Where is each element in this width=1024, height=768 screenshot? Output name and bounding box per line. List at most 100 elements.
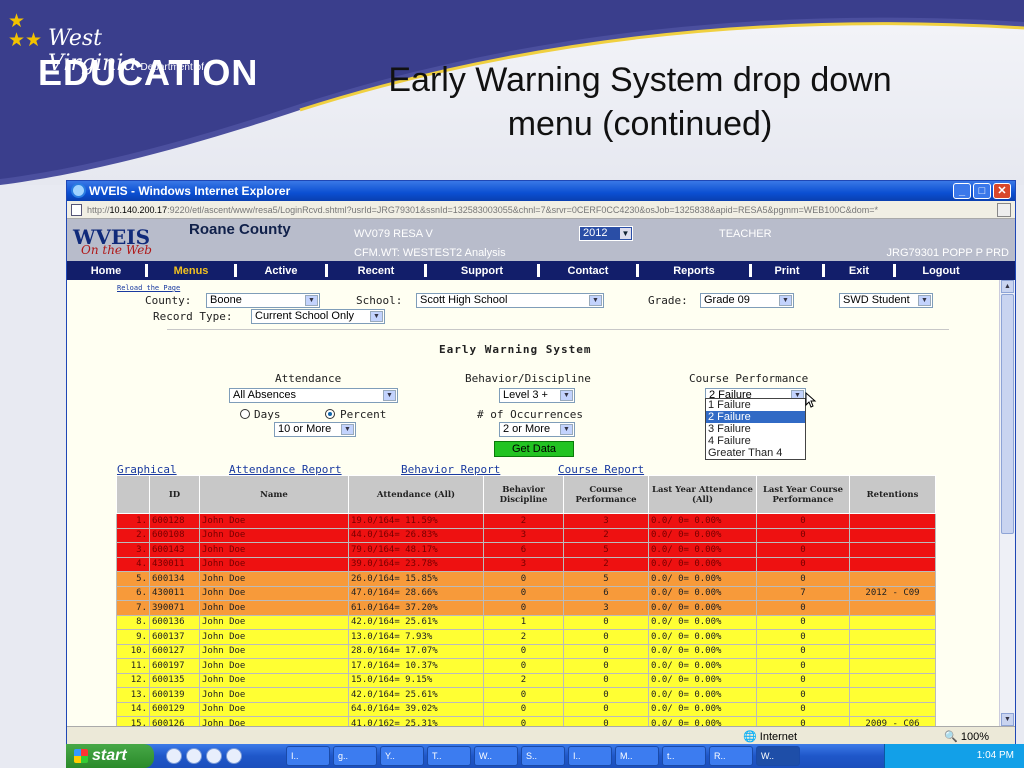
quick-launch-icon[interactable]	[166, 748, 182, 764]
nav-item-home[interactable]: Home	[90, 264, 122, 277]
course-report-link[interactable]: Course Report	[558, 463, 645, 476]
nav-item-logout[interactable]: Logout	[922, 264, 960, 277]
table-row[interactable]: 5. 600134 John Doe 26.0/164= 15.85% 0 5 0.0/ 0…	[116, 571, 936, 587]
attendance-select[interactable]: All Absences ▼	[229, 388, 398, 403]
table-row[interactable]: 7. 390071 John Doe 61.0/164= 37.20% 0 3 0.0/ 0…	[116, 600, 936, 616]
wveis-logo[interactable]: WVEIS On the Web	[73, 225, 152, 257]
behavior-select[interactable]: Level 3 + ▼	[499, 388, 575, 403]
cell-ly-course: 0	[756, 701, 850, 717]
year-select[interactable]: 2012 ▼	[579, 226, 633, 241]
address-bar[interactable]: http://10.140.200.17:9220/etl/ascent/www…	[67, 201, 1015, 219]
table-row[interactable]: 14. 600129 John Doe 64.0/164= 39.02% 0 0 0.0/ …	[116, 701, 936, 717]
col-header-retentions[interactable]: Retentions	[849, 475, 936, 514]
nav-item-reports[interactable]: Reports	[673, 264, 715, 277]
cell-course: 6	[563, 585, 649, 601]
graphical-link[interactable]: Graphical	[117, 463, 177, 476]
mouse-cursor-icon	[805, 392, 817, 408]
behavior-report-link[interactable]: Behavior Report	[401, 463, 501, 476]
attendance-report-link[interactable]: Attendance Report	[229, 463, 342, 476]
county-select[interactable]: Boone ▼	[206, 293, 320, 308]
window-titlebar[interactable]: WVEIS - Windows Internet Explorer _ □ ✕	[67, 181, 1015, 201]
taskbar-task[interactable]: T..	[427, 746, 471, 766]
nav-item-active[interactable]: Active	[264, 264, 298, 277]
school-select[interactable]: Scott High School ▼	[416, 293, 604, 308]
col-header-id[interactable]: ID	[149, 475, 200, 514]
scroll-down-icon[interactable]: ▼	[1001, 713, 1014, 726]
cell-course: 5	[563, 542, 649, 558]
table-row[interactable]: 13. 600139 John Doe 42.0/164= 25.61% 0 0 0.0/ …	[116, 687, 936, 703]
table-row[interactable]: 15. 600126 John Doe 41.0/162= 25.31% 0 0 0.0/ …	[116, 716, 936, 726]
table-row[interactable]: 1. 600128 John Doe 19.0/164= 11.59% 2 3 0.0/ 0…	[116, 513, 936, 529]
minimize-button[interactable]: _	[953, 183, 971, 199]
grade-select[interactable]: Grade 09 ▼	[700, 293, 794, 308]
cell-att: 79.0/164= 48.17%	[348, 542, 484, 558]
scroll-up-icon[interactable]: ▲	[1001, 280, 1014, 293]
security-zone: 🌐 Internet	[743, 731, 798, 743]
table-row[interactable]: 9. 600137 John Doe 13.0/164= 7.93% 2 0 0.0/ 0=…	[116, 629, 936, 645]
percent-radio[interactable]	[325, 409, 335, 419]
taskbar-task[interactable]: R..	[709, 746, 753, 766]
dropdown-option[interactable]: 2 Failure	[706, 411, 805, 423]
vertical-scrollbar[interactable]: ▲ ▼	[999, 280, 1015, 726]
close-button[interactable]: ✕	[993, 183, 1011, 199]
zoom-level[interactable]: 🔍 100%	[944, 731, 989, 743]
col-header-attendance[interactable]: Attendance (All)	[348, 475, 484, 514]
col-header-ly-attendance[interactable]: Last Year Attendance (All)	[648, 475, 757, 514]
table-row[interactable]: 12. 600135 John Doe 15.0/164= 9.15% 2 0 0.0/ 0…	[116, 672, 936, 688]
cell-ly-att: 0.0/ 0= 0.00%	[648, 571, 757, 587]
quick-launch-icon[interactable]	[186, 748, 202, 764]
taskbar-task[interactable]: I..	[568, 746, 612, 766]
dropdown-option[interactable]: Greater Than 4	[708, 447, 783, 459]
days-radio[interactable]	[240, 409, 250, 419]
table-row[interactable]: 6. 430011 John Doe 47.0/164= 28.66% 0 6 0.0/ 0…	[116, 585, 936, 601]
swd-select[interactable]: SWD Student ▼	[839, 293, 933, 308]
col-header-behavior[interactable]: Behavior Discipline	[483, 475, 564, 514]
go-icon[interactable]	[997, 203, 1011, 217]
nav-item-recent[interactable]: Recent	[357, 264, 395, 277]
occurrences-select[interactable]: 2 or More ▼	[499, 422, 575, 437]
col-header-ly-course[interactable]: Last Year Course Performance	[756, 475, 850, 514]
taskbar-task[interactable]: M..	[615, 746, 659, 766]
course-performance-label: Course Performance	[689, 372, 809, 385]
table-row[interactable]: 8. 600136 John Doe 42.0/164= 25.61% 1 0 0.0/ 0…	[116, 614, 936, 630]
dropdown-option[interactable]: 1 Failure	[708, 399, 751, 411]
cell-ly-att: 0.0/ 0= 0.00%	[648, 527, 757, 543]
table-row[interactable]: 10. 600127 John Doe 28.0/164= 17.07% 0 0 0.0/ …	[116, 643, 936, 659]
cell-course: 0	[563, 658, 649, 674]
maximize-button[interactable]: □	[973, 183, 991, 199]
quick-launch-icon[interactable]	[226, 748, 242, 764]
taskbar-task[interactable]: S..	[521, 746, 565, 766]
attendance-threshold-select[interactable]: 10 or More ▼	[274, 422, 356, 437]
table-row[interactable]: 4. 430011 John Doe 39.0/164= 23.78% 3 2 0.0/ 0…	[116, 556, 936, 572]
taskbar-task[interactable]: g..	[333, 746, 377, 766]
clock[interactable]: 1:04 PM	[976, 750, 1014, 761]
scroll-thumb[interactable]	[1001, 294, 1014, 534]
grade-label: Grade:	[648, 294, 688, 307]
cell-id: 430011	[149, 556, 200, 572]
taskbar-task[interactable]: W..	[474, 746, 518, 766]
taskbar-task[interactable]: W..	[756, 746, 800, 766]
nav-item-menus[interactable]: Menus	[173, 264, 209, 277]
cell-id: 390071	[149, 600, 200, 616]
ie-window: WVEIS - Windows Internet Explorer _ □ ✕ …	[66, 180, 1016, 748]
taskbar-task[interactable]: t..	[662, 746, 706, 766]
table-row[interactable]: 2. 600108 John Doe 44.0/164= 26.83% 3 2 0.0/ 0…	[116, 527, 936, 543]
taskbar-task[interactable]: I..	[286, 746, 330, 766]
table-row[interactable]: 3. 600143 John Doe 79.0/164= 48.17% 6 5 0.0/ 0…	[116, 542, 936, 558]
col-header-name[interactable]: Name	[199, 475, 349, 514]
get-data-button[interactable]: Get Data	[494, 441, 574, 457]
nav-item-support[interactable]: Support	[460, 264, 504, 277]
nav-item-exit[interactable]: Exit	[848, 264, 870, 277]
cell-name: John Doe	[199, 542, 349, 558]
taskbar-task[interactable]: Y..	[380, 746, 424, 766]
start-button[interactable]: start	[66, 744, 154, 768]
dropdown-option[interactable]: 4 Failure	[708, 435, 751, 447]
col-header-course[interactable]: Course Performance	[563, 475, 649, 514]
reload-link[interactable]: Reload the Page	[117, 284, 181, 292]
nav-item-contact[interactable]: Contact	[567, 264, 609, 277]
ie-icon[interactable]	[206, 748, 222, 764]
record-type-select[interactable]: Current School Only ▼	[251, 309, 385, 324]
nav-item-print[interactable]: Print	[774, 264, 800, 277]
table-row[interactable]: 11. 600197 John Doe 17.0/164= 10.37% 0 0 0.0/ …	[116, 658, 936, 674]
dropdown-option[interactable]: 3 Failure	[708, 423, 751, 435]
